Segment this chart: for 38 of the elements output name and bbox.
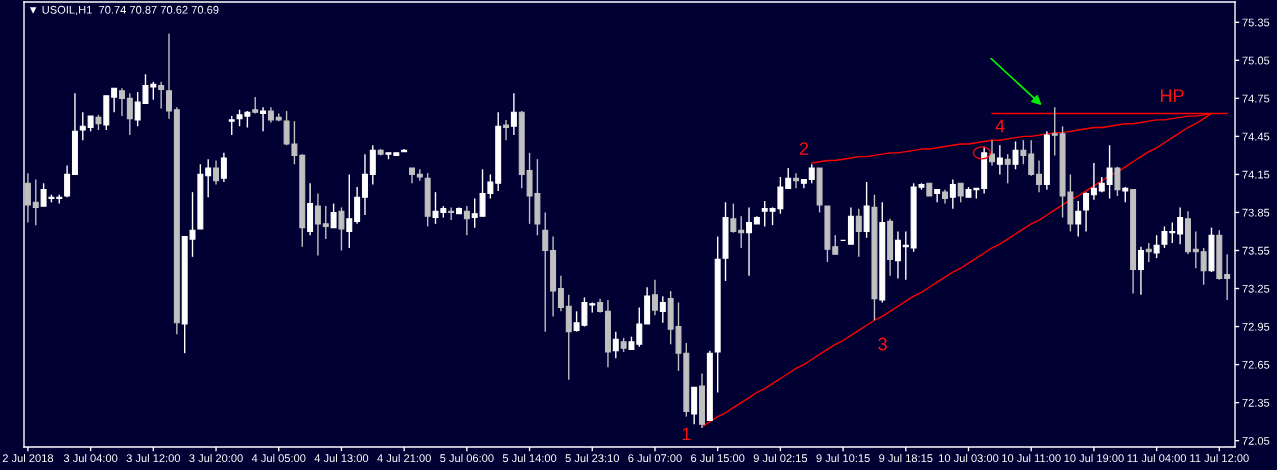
- annotation: 4: [995, 119, 1005, 133]
- x-tick-label: 3 Jul 20:00: [189, 453, 243, 463]
- x-tick-label: 9 Jul 02:15: [753, 453, 808, 463]
- x-tick-label: 9 Jul 10:15: [816, 453, 870, 463]
- y-tick-label: 75.05: [1242, 56, 1270, 65]
- y-tick-label: 72.65: [1242, 360, 1270, 369]
- x-tick-label: 5 Jul 06:00: [440, 453, 494, 463]
- x-tick-label: 11 Jul 04:00: [1127, 453, 1187, 463]
- y-tick-label: 74.75: [1242, 94, 1270, 103]
- y-tick-label: 74.15: [1242, 170, 1270, 179]
- x-tick-label: 3 Jul 04:00: [63, 453, 118, 463]
- x-tick-label: 10 Jul 03:00: [939, 453, 999, 463]
- x-tick-label: 6 Jul 07:00: [628, 453, 682, 463]
- annotation: 2: [799, 142, 808, 155]
- y-tick-label: 74.45: [1242, 132, 1270, 141]
- x-tick-label: 2 Jul 2018: [2, 453, 54, 463]
- x-tick-label: 9 Jul 18:15: [879, 453, 933, 463]
- x-tick-label: 10 Jul 11:00: [1002, 453, 1061, 463]
- x-tick-label: 6 Jul 15:00: [691, 453, 745, 463]
- annotation: 1: [682, 427, 691, 441]
- annotation: 3: [878, 337, 887, 351]
- x-tick-label: 5 Jul 14:00: [502, 453, 557, 463]
- x-tick-label: 4 Jul 13:00: [314, 453, 369, 463]
- x-tick-label: 10 Jul 19:00: [1064, 453, 1124, 463]
- y-tick-label: 72.95: [1242, 322, 1270, 331]
- y-tick-label: 73.25: [1242, 284, 1270, 293]
- x-tick-label: 11 Jul 12:00: [1190, 453, 1249, 463]
- y-tick-label: 75.35: [1242, 18, 1270, 27]
- y-tick-label: 72.35: [1242, 398, 1270, 407]
- y-tick-label: 73.85: [1242, 208, 1270, 217]
- y-tick-label: 72.05: [1242, 436, 1270, 445]
- chart-title: ▼ USOIL,H1 70.74 70.87 70.62 70.69: [29, 5, 219, 16]
- x-tick-label: 3 Jul 12:00: [126, 453, 181, 463]
- y-tick-label: 73.55: [1242, 246, 1270, 255]
- x-tick-label: 4 Jul 21:00: [377, 453, 431, 463]
- x-tick-label: 5 Jul 23:10: [565, 453, 620, 463]
- x-tick-label: 4 Jul 05:00: [251, 453, 306, 463]
- annotation: HP: [1160, 89, 1184, 102]
